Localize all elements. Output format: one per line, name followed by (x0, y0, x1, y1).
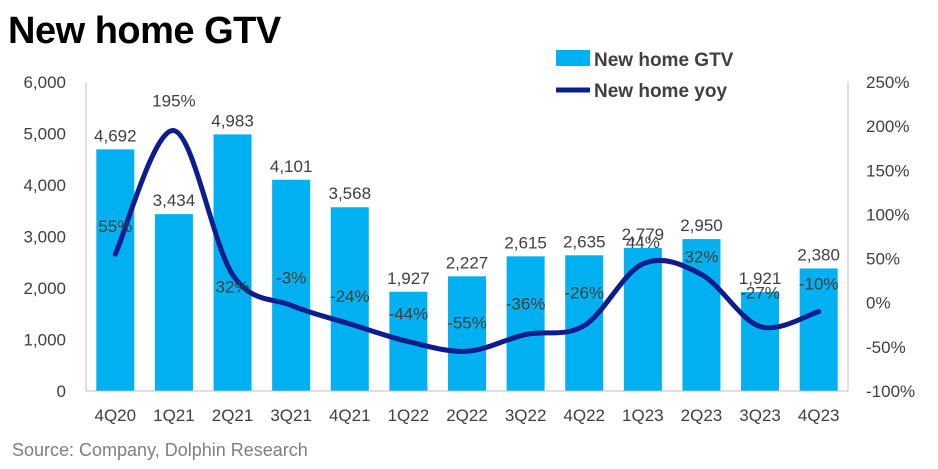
y-left-tick-label: 5,000 (23, 125, 66, 144)
y-right-tick-label: 150% (866, 161, 909, 180)
line-label-2Q23: 32% (684, 247, 718, 266)
bar-3Q21 (272, 179, 311, 391)
line-label-4Q23: -10% (799, 275, 839, 294)
line-label-2Q21: 32% (216, 277, 250, 296)
bar-3Q23 (741, 292, 780, 391)
x-tick-label-4Q21: 4Q21 (329, 406, 371, 425)
bar-label-3Q23: 1,921 (739, 269, 782, 288)
line-label-3Q21: -3% (276, 268, 306, 287)
line-label-1Q23: 44% (626, 233, 660, 252)
x-tick-label-2Q22: 2Q22 (446, 406, 488, 425)
legend-label-line: New home yoy (594, 81, 727, 102)
bar-4Q23 (799, 268, 838, 391)
bar-label-1Q23: 2,779 (622, 225, 665, 244)
bar-2Q23 (682, 239, 721, 391)
bar-label-3Q21: 4,101 (270, 157, 313, 176)
y-right-tick-label: 250% (866, 73, 909, 92)
x-tick-label-2Q21: 2Q21 (212, 406, 254, 425)
y-right-tick-label: 200% (866, 117, 909, 136)
y-left-tick-label: 6,000 (23, 73, 66, 92)
chart-title: New home GTV (8, 10, 281, 52)
y-left-tick-label: 4,000 (23, 176, 66, 195)
y-left-tick-label: 1,000 (23, 331, 66, 350)
bar-2Q22 (448, 276, 486, 391)
bar-1Q23 (623, 247, 662, 391)
legend: New home GTV New home yoy (556, 50, 734, 102)
line-layer (112, 128, 822, 354)
y-left-tick-label: 3,000 (23, 228, 66, 247)
line-label-4Q22: -26% (564, 284, 604, 303)
bar-label-3Q22: 2,615 (504, 233, 547, 252)
data-labels-layer: 4,692 3,434 4,983 4,101 3,568 1,927 2,227 2,615… (94, 92, 840, 333)
bar-label-2Q22: 2,227 (446, 253, 489, 272)
bar-label-4Q22: 2,635 (563, 232, 606, 251)
x-tick-label-1Q23: 1Q23 (622, 406, 664, 425)
bar-2Q21 (213, 134, 252, 392)
bar-label-4Q20: 4,692 (94, 126, 137, 145)
y-right-tick-label: 50% (866, 250, 900, 269)
bar-label-2Q21: 4,983 (211, 111, 254, 130)
axes-layer: 0 1,000 2,000 3,000 4,000 5,000 6,000 -100% -50%… (23, 73, 915, 425)
y-right-tick-label: -100% (866, 382, 915, 401)
x-tick-label-1Q22: 1Q22 (388, 406, 430, 425)
bar-3Q22 (506, 256, 545, 391)
x-tick-label-4Q22: 4Q22 (563, 406, 605, 425)
bar-1Q21 (154, 214, 193, 391)
y-left-tick-label: 2,000 (23, 279, 66, 298)
line-label-4Q21: -24% (330, 287, 370, 306)
bar-label-4Q21: 3,568 (328, 184, 371, 203)
line-label-1Q22: -44% (389, 305, 429, 324)
series-line-new-home-yoy (112, 128, 822, 354)
bar-label-1Q21: 3,434 (153, 191, 196, 210)
line-label-1Q21: 195% (152, 92, 195, 111)
bar-label-2Q23: 2,950 (680, 216, 723, 235)
y-left-tick-label: 0 (57, 382, 66, 401)
bar-4Q21 (330, 207, 369, 391)
line-label-4Q20: 55% (98, 217, 132, 236)
bar-label-1Q22: 1,927 (387, 269, 430, 288)
bar-4Q20 (96, 149, 135, 391)
source-note: Source: Company, Dolphin Research (12, 440, 308, 460)
x-tick-label-2Q23: 2Q23 (681, 406, 723, 425)
x-tick-label-3Q23: 3Q23 (739, 406, 781, 425)
bars-layer (96, 134, 838, 392)
line-label-3Q22: -36% (506, 294, 546, 313)
y-right-tick-label: 100% (866, 205, 909, 224)
y-right-tick-label: -50% (866, 338, 906, 357)
x-tick-label-4Q20: 4Q20 (95, 406, 137, 425)
bar-label-4Q23: 2,380 (797, 245, 840, 264)
line-label-2Q22: -55% (447, 313, 487, 332)
line-label-3Q23: -27% (740, 284, 780, 303)
x-tick-label-4Q23: 4Q23 (798, 406, 840, 425)
x-tick-label-1Q21: 1Q21 (153, 406, 195, 425)
x-tick-label-3Q22: 3Q22 (505, 406, 547, 425)
y-right-tick-label: 0% (866, 294, 891, 313)
legend-swatch-bar (556, 50, 590, 66)
x-tick-label-3Q21: 3Q21 (270, 406, 312, 425)
legend-label-bar: New home GTV (594, 50, 734, 71)
